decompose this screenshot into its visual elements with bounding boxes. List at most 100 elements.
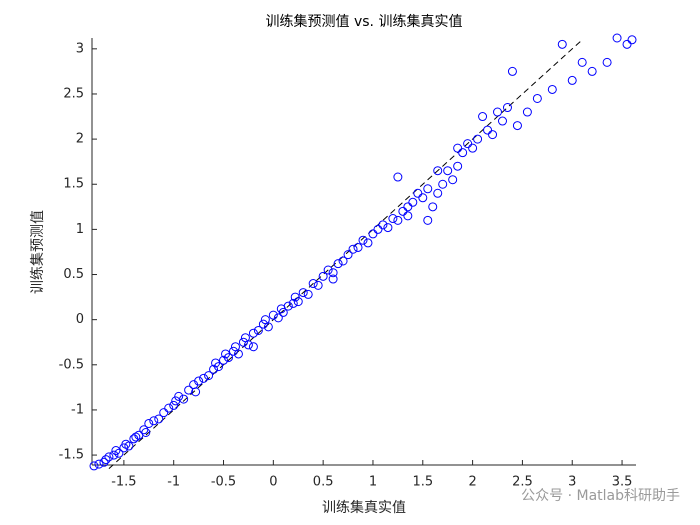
y-tick-label: -0.5 [59, 357, 84, 372]
scatter-point [358, 235, 368, 245]
scatter-point [154, 414, 164, 424]
x-tick-label: 3.5 [612, 475, 633, 490]
scatter-point [453, 161, 463, 171]
reference-line [108, 39, 583, 469]
scatter-point [219, 355, 229, 365]
scatter-point [124, 441, 134, 451]
x-tick-label: -1.5 [111, 475, 136, 490]
scatter-point [488, 130, 498, 140]
scatter-point [273, 313, 283, 323]
y-tick-label: 0.5 [63, 267, 84, 282]
scatter-point [253, 325, 263, 335]
scatter-point [567, 75, 577, 85]
scatter-point [557, 39, 567, 49]
scatter-point [199, 373, 209, 383]
scatter-point [383, 223, 393, 233]
scatter-point [333, 259, 343, 269]
scatter-point [303, 289, 313, 299]
scatter-point [522, 107, 532, 117]
y-axis-label: 训练集预测值 [29, 210, 46, 294]
y-tick-label: 1.5 [63, 177, 84, 192]
y-tick-label: 1 [76, 222, 84, 237]
scatter-point [114, 448, 124, 458]
scatter-point [149, 416, 159, 426]
scatter-point [453, 143, 463, 153]
scatter-point [483, 125, 493, 135]
scatter-point [473, 134, 483, 144]
scatter-point [111, 446, 121, 456]
scatter-point [403, 211, 413, 221]
x-tick-label: 0.5 [313, 475, 334, 490]
x-tick-label: 2.5 [512, 475, 533, 490]
scatter-point [587, 66, 597, 76]
scatter-point [547, 84, 557, 94]
scatter-point [512, 121, 522, 131]
scatter-point [179, 394, 189, 404]
scatter-point [248, 328, 258, 338]
scatter-point [164, 403, 174, 413]
scatter-point [507, 66, 517, 76]
scatter-point [423, 184, 433, 194]
x-axis-label: 训练集真实值 [322, 499, 406, 516]
scatter-point [139, 425, 149, 435]
x-tick-label: 2 [468, 475, 476, 490]
x-tick-label: 1 [369, 475, 377, 490]
x-tick-label: -0.5 [211, 475, 236, 490]
scatter-point [458, 148, 468, 158]
scatter-point [338, 256, 348, 266]
scatter-point [109, 450, 119, 460]
scatter-point [388, 214, 398, 224]
scatter-point [290, 292, 300, 302]
scatter-point [94, 459, 104, 469]
scatter-point [328, 268, 338, 278]
scatter-point [443, 166, 453, 176]
scatter-point [99, 457, 109, 467]
scatter-point [602, 57, 612, 67]
scatter-point [463, 139, 473, 149]
scatter-point [497, 116, 507, 126]
scatter-point [174, 391, 184, 401]
scatter-point [104, 452, 114, 462]
scatter-point [612, 33, 622, 43]
scatter-point [268, 310, 278, 320]
scatter-point [243, 340, 253, 350]
scatter-point [263, 322, 273, 332]
scatter-point [169, 400, 179, 410]
scatter-point [398, 206, 408, 216]
scatter-point [627, 35, 637, 45]
scatter-point [343, 250, 353, 260]
scatter-point [577, 57, 587, 67]
scatter-point [353, 242, 363, 252]
scatter-point [433, 166, 443, 176]
scatter-point [493, 107, 503, 117]
y-tick-label: 3 [76, 41, 84, 56]
scatter-point [532, 93, 542, 103]
scatter-point [378, 220, 388, 230]
x-tick-label: 0 [269, 475, 277, 490]
scatter-point [622, 39, 632, 49]
scatter-point [408, 197, 418, 207]
scatter-point [223, 353, 233, 363]
scatter-point [323, 265, 333, 275]
scatter-point [144, 418, 154, 428]
scatter-point [413, 188, 423, 198]
scatter-point [403, 202, 413, 212]
scatter-point [468, 143, 478, 153]
scatter-point [363, 238, 373, 248]
scatter-point [502, 103, 512, 113]
scatter-point [159, 408, 169, 418]
scatter-point [313, 280, 323, 290]
scatter-point [293, 297, 303, 307]
scatter-point [248, 342, 258, 352]
scatter-point [393, 172, 403, 182]
chart-title: 训练集预测值 vs. 训练集真实值 [266, 13, 463, 30]
scatter-point [308, 279, 318, 289]
scatter-point [428, 202, 438, 212]
scatter-point [298, 288, 308, 298]
scatter-point [278, 307, 288, 317]
scatter-point [318, 271, 328, 281]
scatter-point [368, 229, 378, 239]
scatter-point [433, 188, 443, 198]
scatter-point [238, 337, 248, 347]
